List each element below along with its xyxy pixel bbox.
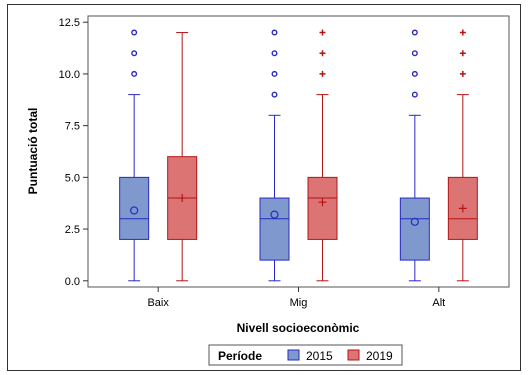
x-tick-label: Mig [290,297,308,309]
iqr-box [119,176,150,240]
box-2015-alt [399,29,430,282]
outlier-point [271,70,278,77]
outlier-point [131,70,138,77]
outlier-point [319,50,326,57]
iqr-box [399,197,430,261]
outlier-point [319,70,326,77]
legend-title: Període [218,349,262,363]
outlier-point [131,50,138,57]
legend-label-2015: 2015 [306,349,333,363]
box-2015-mig [259,29,290,282]
box-2015-baix [119,29,150,282]
box-2019-alt [447,29,478,282]
mean-marker [318,198,327,207]
box-2019-mig [307,29,338,282]
iqr-box [259,197,290,261]
outlier-point [411,29,418,36]
outlier-point [411,70,418,77]
y-tick-label: 7.5 [65,121,80,133]
y-axis: 0.0 2.5 5.0 7.5 10.0 12.5 [59,17,88,288]
y-axis-title: Puntuació total [26,108,40,195]
x-tick-label: Baix [147,297,169,309]
outlier-point [459,50,466,57]
mean-marker [178,194,187,203]
legend-swatch-2015 [287,349,300,361]
y-tick-label: 10.0 [59,69,80,81]
y-tick-label: 12.5 [59,17,80,29]
legend-label-2019: 2019 [366,349,393,363]
x-tick-label: Alt [432,297,445,309]
outlier-point [271,91,278,98]
mean-marker [410,217,419,226]
outlier-point [131,29,138,36]
outlier-point [411,50,418,57]
outlier-point [411,91,418,98]
box-2019-baix [167,32,198,282]
outlier-point [319,29,326,36]
outlier-point [271,50,278,57]
mean-marker [270,210,279,219]
outlier-point [459,70,466,77]
legend-swatch-2019 [347,349,360,361]
mean-marker [130,206,139,215]
iqr-box [307,176,338,240]
x-axis-title: Nivell socioeconòmic [237,321,360,335]
box-series [119,29,478,282]
legend: Període 2015 2019 [208,344,403,366]
y-tick-label: 5.0 [65,172,80,184]
mean-marker [458,204,467,213]
outlier-point [271,29,278,36]
y-tick-label: 2.5 [65,224,80,236]
x-axis: Baix Mig Alt [147,287,445,309]
plot-area [87,15,510,288]
y-tick-label: 0.0 [65,276,80,288]
outlier-point [459,29,466,36]
chart-frame [7,4,521,371]
